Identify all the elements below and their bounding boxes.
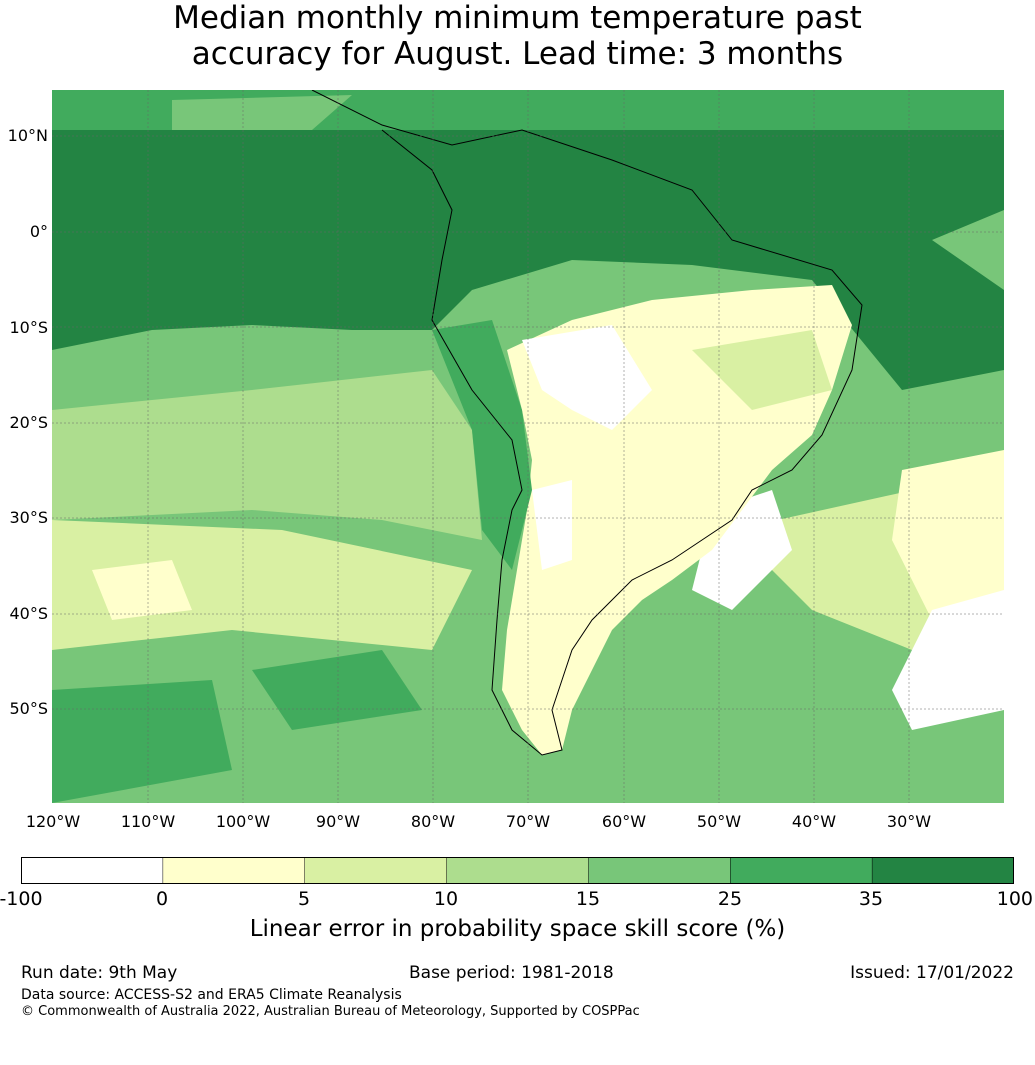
colorbar-segment (588, 857, 731, 884)
pacific-patch-2 (252, 650, 422, 730)
atlantic-white-1 (892, 590, 1004, 730)
run-date: Run date: 9th May (21, 963, 178, 983)
map-canvas (52, 90, 1004, 803)
lon-label: 80°W (410, 812, 456, 831)
colorbar-segment (21, 857, 164, 884)
colorbar-segment (304, 857, 448, 884)
skill-score-map (52, 90, 1004, 803)
copyright-notice: © Commonwealth of Australia 2022, Austra… (21, 1004, 640, 1019)
colorbar-tick: 25 (717, 888, 743, 910)
lon-label: 120°W (25, 812, 81, 831)
colorbar-tick: 100 (996, 888, 1033, 910)
lat-label: 20°S (9, 413, 48, 432)
lon-label: 90°W (315, 812, 361, 831)
lon-label: 70°W (505, 812, 551, 831)
pacific-mid (52, 370, 482, 540)
colorbar-tick: 10 (433, 888, 459, 910)
colorbar-tick: 15 (575, 888, 601, 910)
continent-mid (692, 330, 832, 410)
lon-label: 60°W (601, 812, 647, 831)
coastline (311, 90, 863, 756)
andes-band (432, 320, 532, 570)
colorbar-tick: 5 (297, 888, 311, 910)
graticule (52, 90, 1004, 803)
pacific-patch-1 (92, 560, 192, 620)
lon-label: 100°W (215, 812, 271, 831)
lat-label: 10°S (9, 318, 48, 337)
lon-label: 30°W (886, 812, 932, 831)
title-line-2: accuracy for August. Lead time: 3 months (191, 36, 844, 72)
data-source: Data source: ACCESS-S2 and ERA5 Climate … (21, 987, 402, 1003)
lat-label: 10°N (7, 126, 48, 145)
lon-label: 50°W (696, 812, 742, 831)
map-title: Median monthly minimum temperature past … (0, 0, 1035, 72)
colorbar-segment (730, 857, 873, 884)
continent-white (522, 325, 652, 430)
pacific-low (52, 520, 472, 650)
colorbar-tick: 0 (155, 888, 169, 910)
title-line-1: Median monthly minimum temperature past (173, 0, 862, 36)
colorbar-segment (446, 857, 589, 884)
atlantic-lower (892, 450, 1004, 620)
colorbar-label: Linear error in probability space skill … (249, 916, 786, 942)
colorbar-tick: 35 (858, 888, 884, 910)
colorbar-segment (162, 857, 306, 884)
lat-label: 30°S (9, 508, 48, 527)
continent-white-2 (532, 480, 572, 570)
colorbar-outline (21, 857, 1014, 884)
lat-label: 0° (29, 222, 48, 241)
lon-label: 110°W (120, 812, 176, 831)
lat-label: 40°S (9, 604, 48, 623)
lat-label: 50°S (9, 699, 48, 718)
lon-label: 40°W (791, 812, 837, 831)
colorbar-segment (872, 857, 1014, 884)
colorbar-tick: -100 (0, 888, 43, 910)
north-patch (172, 95, 352, 130)
pacific-patch-3 (52, 680, 232, 803)
colorbar (21, 857, 1014, 884)
base-period: Base period: 1981-2018 (409, 963, 614, 983)
issued-date: Issued: 17/01/2022 (850, 963, 1014, 983)
